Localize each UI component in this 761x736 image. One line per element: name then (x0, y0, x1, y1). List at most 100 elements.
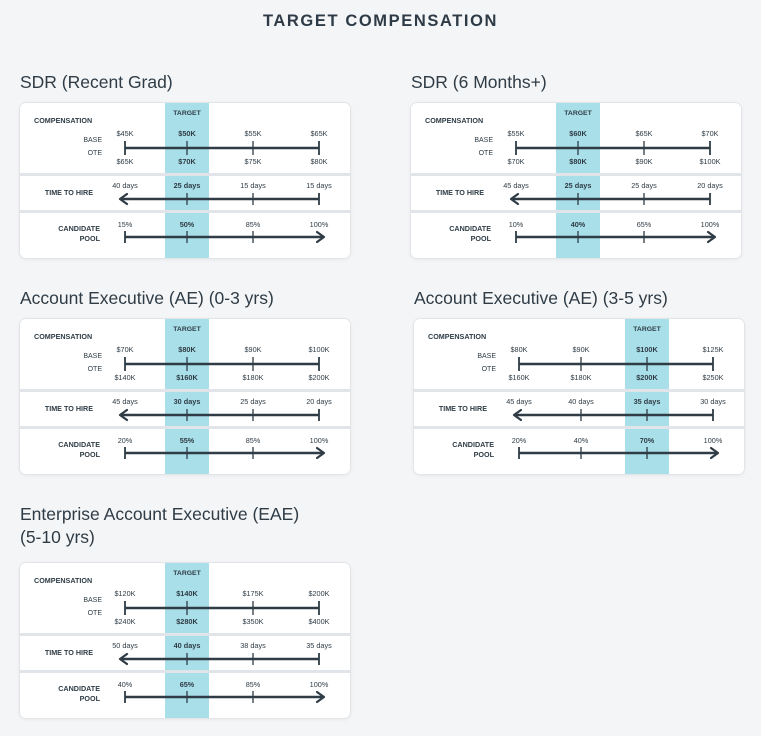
base-value: $70K (116, 345, 133, 354)
base-value: $125K (702, 345, 723, 354)
candidate-pool-value: 50% (180, 220, 195, 229)
base-value: $100K (308, 345, 329, 354)
chart-svg: COMPENSATION TARGET BASE OTE $55K $70K $60K $80… (411, 103, 741, 258)
base-value: $55K (507, 129, 524, 138)
candidate-pool-arrowhead (709, 446, 720, 460)
time-to-hire-label: TIME TO HIRE (45, 188, 93, 197)
ote-value: $65K (116, 157, 133, 166)
base-value: $140K (176, 589, 198, 598)
card-background (414, 319, 744, 474)
time-to-hire-value: 38 days (240, 641, 266, 650)
ote-value: $80K (569, 157, 587, 166)
ote-value: $160K (176, 373, 198, 382)
role-title-eae-line2: (5-10 yrs) (20, 527, 95, 547)
time-to-hire-label: TIME TO HIRE (45, 404, 93, 413)
target-label: TARGET (564, 110, 592, 117)
candidate-pool-value: 85% (246, 680, 261, 689)
candidate-pool-value: 85% (246, 436, 261, 445)
time-to-hire-value: 25 days (631, 181, 657, 190)
ote-value: $70K (507, 157, 524, 166)
page-title: TARGET COMPENSATION (262, 12, 499, 30)
time-to-hire-value: 40 days (174, 641, 201, 650)
time-to-hire-value: 45 days (112, 397, 138, 406)
time-to-hire-label: TIME TO HIRE (436, 188, 484, 197)
candidate-pool-value: 65% (180, 680, 195, 689)
candidate-pool-value: 40% (574, 436, 589, 445)
time-to-hire-arrowhead (509, 192, 520, 206)
candidate-pool-value: 70% (640, 436, 655, 445)
chart-svg: COMPENSATION TARGET BASE OTE $45K $65K $50K $70… (20, 103, 350, 258)
candidate-pool-label-line1: CANDIDATE (58, 440, 100, 449)
time-to-hire-value: 15 days (306, 181, 332, 190)
time-to-hire-arrowhead (118, 652, 129, 666)
ote-value: $400K (308, 617, 329, 626)
card-sdr-6-months: COMPENSATION TARGET BASE OTE $55K $70K $60K $80… (411, 103, 741, 258)
candidate-pool-value: 40% (118, 680, 133, 689)
time-to-hire-value: 25 days (240, 397, 266, 406)
time-to-hire-arrowhead (118, 192, 129, 206)
card-sdr-recent-grad: COMPENSATION TARGET BASE OTE $45K $65K $50K $70… (20, 103, 350, 258)
base-value: $120K (114, 589, 135, 598)
base-value: $65K (635, 129, 652, 138)
time-to-hire-value: 40 days (112, 181, 138, 190)
ote-value: $180K (570, 373, 591, 382)
section-divider (411, 173, 741, 176)
time-to-hire-value: 25 days (174, 181, 201, 190)
ote-value: $70K (178, 157, 196, 166)
target-label: TARGET (173, 326, 201, 333)
ote-value: $200K (636, 373, 658, 382)
candidate-pool-arrowhead (315, 446, 326, 460)
ote-value: $280K (176, 617, 198, 626)
time-to-hire-value: 20 days (306, 397, 332, 406)
base-value: $65K (310, 129, 327, 138)
ote-value: $240K (114, 617, 135, 626)
card-ae-3-5: COMPENSATION TARGET BASE OTE $80K $160K $90K $1… (414, 319, 744, 474)
base-value: $55K (244, 129, 261, 138)
candidate-pool-value: 65% (637, 220, 652, 229)
candidate-pool-label-line2: POOL (80, 234, 101, 243)
base-value: $200K (308, 589, 329, 598)
candidate-pool-value: 100% (701, 220, 720, 229)
candidate-pool-arrowhead (706, 230, 717, 244)
ote-value: $100K (699, 157, 720, 166)
base-value: $90K (572, 345, 589, 354)
time-to-hire-value: 45 days (506, 397, 532, 406)
time-to-hire-value: 30 days (700, 397, 726, 406)
base-value: $70K (701, 129, 718, 138)
section-divider (20, 173, 350, 176)
section-divider (20, 210, 350, 213)
candidate-pool-value: 100% (310, 680, 329, 689)
role-title-sdr-recent-grad: SDR (Recent Grad) (20, 72, 173, 92)
ote-value: $250K (702, 373, 723, 382)
candidate-pool-value: 55% (180, 436, 195, 445)
candidate-pool-label-line1: CANDIDATE (452, 440, 494, 449)
section-divider (414, 426, 744, 429)
compensation-label: COMPENSATION (34, 332, 92, 341)
candidate-pool-label-line2: POOL (80, 450, 101, 459)
ote-value: $180K (242, 373, 263, 382)
candidate-pool-label-line2: POOL (471, 234, 492, 243)
ote-value: $200K (308, 373, 329, 382)
base-label: BASE (83, 597, 102, 604)
time-to-hire-arrowhead (512, 408, 523, 422)
ote-value: $350K (242, 617, 263, 626)
section-divider (20, 670, 350, 673)
chart-svg: COMPENSATION TARGET BASE OTE $70K $140K $80K $1… (20, 319, 350, 474)
ote-label: OTE (88, 610, 103, 617)
time-to-hire-value: 50 days (112, 641, 138, 650)
ote-value: $80K (310, 157, 327, 166)
candidate-pool-value: 10% (509, 220, 524, 229)
candidate-pool-arrowhead (315, 690, 326, 704)
ote-label: OTE (479, 150, 494, 157)
base-value: $50K (178, 129, 196, 138)
time-to-hire-value: 35 days (306, 641, 332, 650)
candidate-pool-value: 100% (310, 220, 329, 229)
base-value: $90K (244, 345, 261, 354)
candidate-pool-label-line1: CANDIDATE (58, 684, 100, 693)
base-value: $100K (636, 345, 658, 354)
time-to-hire-value: 25 days (565, 181, 592, 190)
time-to-hire-value: 45 days (503, 181, 529, 190)
base-label: BASE (474, 137, 493, 144)
role-title-eae: Enterprise Account Executive (EAE) (5-10… (20, 503, 299, 549)
ote-label: OTE (482, 366, 497, 373)
